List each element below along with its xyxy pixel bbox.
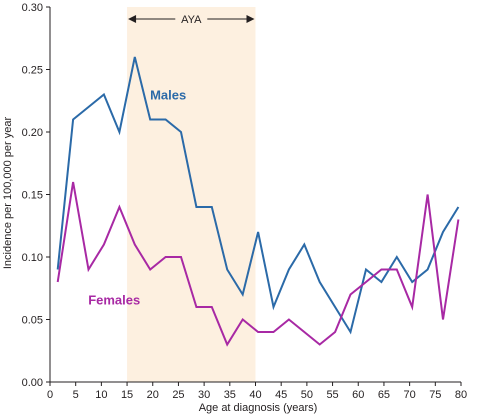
x-tick-label: 60 [352,389,364,401]
y-tick-label: 0.05 [22,315,43,327]
aya-band-rect [127,7,256,382]
aya-arrow-left-head [128,15,137,23]
series-labels: Males Females [88,88,186,308]
x-tick-label: 45 [275,389,287,401]
y-tick-label: 0.15 [22,190,43,202]
x-tick-label: 25 [172,389,184,401]
x-tick-label: 20 [147,389,159,401]
y-tick-label: 0.00 [22,377,43,389]
x-tick-label: 10 [95,389,107,401]
x-tick-label: 5 [73,389,79,401]
aya-band: AYA [127,7,256,382]
x-tick-label: 40 [249,389,261,401]
axes: 0.00 0.05 0.10 0.15 0.20 0.25 0.30 0 5 10 15 20 25 30… [22,2,468,401]
series-lines [56,56,460,347]
x-tick-label: 0 [47,389,53,401]
x-tick-label: 55 [326,389,338,401]
series-line-females [56,181,460,347]
aya-arrow-right-head [246,15,255,23]
series-label-females: Females [88,293,140,308]
x-tick-label: 75 [429,389,441,401]
x-tick-label: 80 [455,389,467,401]
x-tick-label: 65 [378,389,390,401]
series-label-males: Males [150,88,186,103]
x-tick-label: 70 [404,389,416,401]
y-tick-label: 0.10 [22,252,43,264]
aya-band-label: AYA [181,14,202,26]
x-tick-label: 50 [301,389,313,401]
y-axis-label: Incidence per 100,000 per year [2,117,14,270]
y-tick-label: 0.30 [22,2,43,14]
y-tick-label: 0.25 [22,65,43,77]
x-tick-label: 30 [198,389,210,401]
series-line-males [56,56,460,335]
y-tick-label: 0.20 [22,127,43,139]
x-tick-label: 35 [224,389,236,401]
x-tick-label: 15 [121,389,133,401]
x-axis-label: Age at diagnosis (years) [199,402,318,414]
